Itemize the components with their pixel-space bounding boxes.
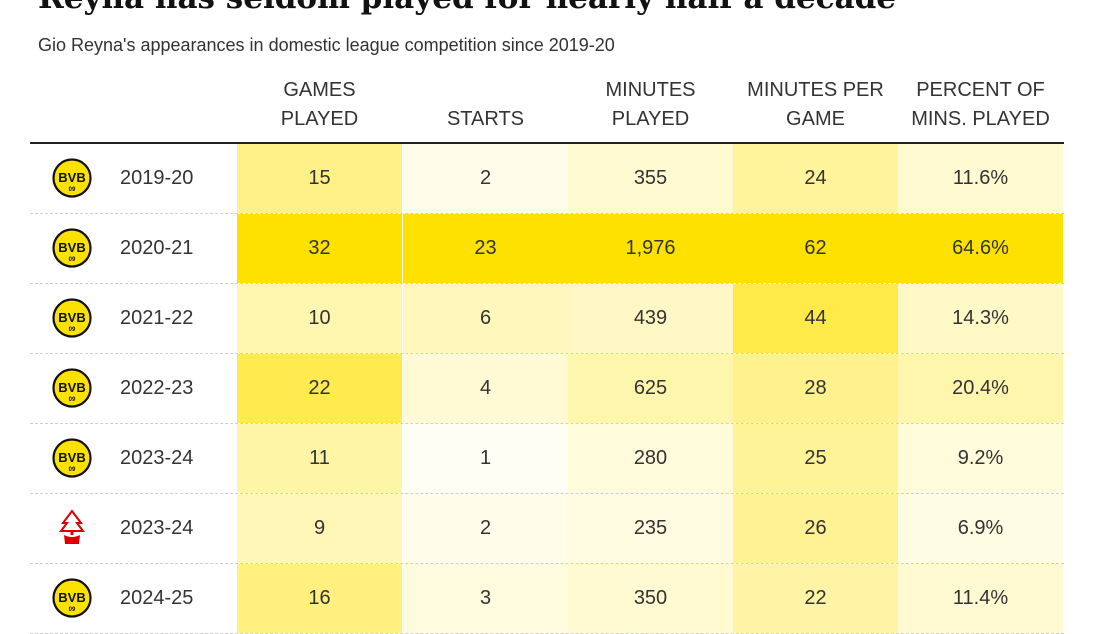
cell-starts: 6 — [403, 284, 568, 353]
column-header-line: GAMES — [283, 79, 356, 101]
row-divider — [30, 353, 1064, 354]
column-header-line: PLAYED — [611, 108, 690, 130]
column-header-line: MINS. PLAYED — [911, 108, 1050, 130]
column-header-line: PLAYED — [280, 108, 359, 130]
cell-mpg: 25 — [733, 424, 898, 493]
cell-minutes: 625 — [568, 354, 733, 423]
cell-games: 10 — [237, 284, 402, 353]
svg-text:09: 09 — [69, 327, 76, 333]
table-row: BVB 09 2024-25 16 3 350 22 11.4% — [30, 564, 1064, 634]
bvb-crest-icon: BVB 09 — [52, 578, 92, 618]
column-header-line: MINUTES — [605, 79, 696, 101]
cell-games: 22 — [237, 354, 402, 423]
column-header-line: STARTS — [446, 108, 525, 130]
season-label: 2023-24 — [120, 517, 194, 539]
cell-minutes: 280 — [568, 424, 733, 493]
cell-starts: 2 — [403, 144, 568, 213]
column-header-line: PERCENT OF — [916, 79, 1045, 101]
svg-text:BVB: BVB — [58, 170, 85, 185]
svg-text:BVB: BVB — [58, 590, 85, 605]
table-row: BVB 09 2021-22 10 6 439 44 14.3% — [30, 284, 1064, 354]
cell-games: 32 — [237, 214, 402, 283]
season-label: 2024-25 — [120, 587, 194, 609]
table-row: BVB 09 2020-21 32 23 1,976 62 64.6% — [30, 214, 1064, 284]
row-divider — [30, 563, 1064, 564]
cell-minutes: 439 — [568, 284, 733, 353]
table-row: BVB 09 2019-20 15 2 355 24 11.6% — [30, 144, 1064, 214]
bvb-crest-icon: BVB 09 — [52, 298, 92, 338]
season-label: 2022-23 — [120, 377, 194, 399]
bvb-crest-icon: BVB 09 — [52, 158, 92, 198]
column-header-mpg: MINUTES PER GAME — [733, 76, 898, 134]
cell-mpg: 44 — [733, 284, 898, 353]
bvb-crest-icon: BVB 09 — [52, 438, 92, 478]
svg-text:BVB: BVB — [58, 450, 85, 465]
cell-pct: 64.6% — [898, 214, 1063, 283]
row-divider — [30, 423, 1064, 424]
column-header-starts: STARTS — [403, 105, 568, 134]
table-row: BVB 09 2022-23 22 4 625 28 20.4% — [30, 354, 1064, 424]
cell-minutes: 1,976 — [568, 214, 733, 283]
table-row: BVB 09 2023-24 11 1 280 25 9.2% — [30, 424, 1064, 494]
season-label: 2020-21 — [120, 237, 194, 259]
svg-text:09: 09 — [69, 467, 76, 473]
cell-minutes: 350 — [568, 564, 733, 633]
cell-starts: 23 — [403, 214, 568, 283]
cell-minutes: 235 — [568, 494, 733, 563]
cell-mpg: 24 — [733, 144, 898, 213]
cell-pct: 20.4% — [898, 354, 1063, 423]
cell-pct: 6.9% — [898, 494, 1063, 563]
cell-pct: 11.6% — [898, 144, 1063, 213]
svg-text:09: 09 — [69, 257, 76, 263]
cell-mpg: 22 — [733, 564, 898, 633]
cell-starts: 4 — [403, 354, 568, 423]
cell-mpg: 26 — [733, 494, 898, 563]
season-label: 2023-24 — [120, 447, 194, 469]
cell-minutes: 355 — [568, 144, 733, 213]
svg-text:09: 09 — [69, 187, 76, 193]
column-header-games: GAMES PLAYED — [237, 76, 402, 134]
forest-crest-icon — [52, 508, 92, 548]
row-divider — [30, 283, 1064, 284]
season-label: 2021-22 — [120, 307, 194, 329]
cell-mpg: 62 — [733, 214, 898, 283]
svg-text:09: 09 — [69, 607, 76, 613]
header-divider — [30, 142, 1064, 144]
svg-text:BVB: BVB — [58, 310, 85, 325]
cell-mpg: 28 — [733, 354, 898, 423]
bvb-crest-icon: BVB 09 — [52, 228, 92, 268]
cell-starts: 2 — [403, 494, 568, 563]
chart-title: Reyna has seldom played for nearly half … — [38, 0, 896, 15]
svg-text:BVB: BVB — [58, 240, 85, 255]
row-divider — [30, 213, 1064, 214]
cell-games: 16 — [237, 564, 402, 633]
cell-games: 15 — [237, 144, 402, 213]
chart-subtitle: Gio Reyna's appearances in domestic leag… — [38, 35, 615, 55]
column-header-line: GAME — [786, 108, 845, 130]
cell-starts: 3 — [403, 564, 568, 633]
column-header-pct: PERCENT OF MINS. PLAYED — [898, 76, 1063, 134]
svg-text:BVB: BVB — [58, 380, 85, 395]
table-row: 2023-24 9 2 235 26 6.9% — [30, 494, 1064, 564]
bvb-crest-icon: BVB 09 — [52, 368, 92, 408]
svg-text:09: 09 — [69, 397, 76, 403]
column-header-minutes: MINUTES PLAYED — [568, 76, 733, 134]
cell-starts: 1 — [403, 424, 568, 493]
season-label: 2019-20 — [120, 167, 194, 189]
column-header-line: MINUTES PER — [747, 79, 884, 101]
row-divider — [30, 493, 1064, 494]
cell-pct: 14.3% — [898, 284, 1063, 353]
cell-games: 9 — [237, 494, 402, 563]
cell-games: 11 — [237, 424, 402, 493]
cell-pct: 11.4% — [898, 564, 1063, 633]
cell-pct: 9.2% — [898, 424, 1063, 493]
